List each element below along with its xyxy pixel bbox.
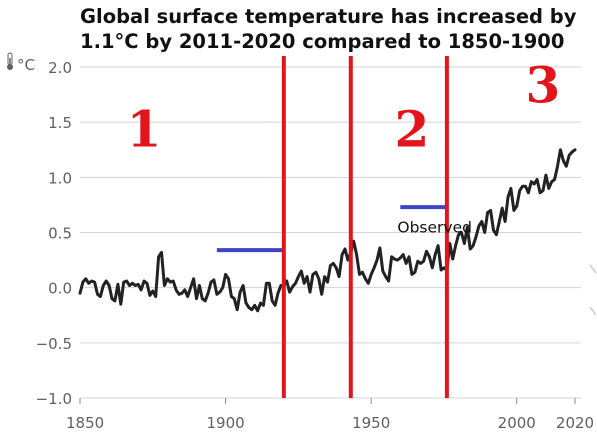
y-tick-label: −1.0 (36, 390, 72, 408)
y-tick-label: 1.5 (48, 114, 72, 132)
chart-title-line-2: 1.1°C by 2011-2020 compared to 1850-1900 (80, 30, 565, 53)
right-edge-decoration (589, 264, 597, 316)
region-label-1: 1 (127, 99, 162, 158)
grid-lines (80, 66, 581, 399)
series-observed (78, 148, 577, 313)
period-divider-lines (281, 56, 449, 398)
observed-label: Observed (397, 219, 472, 237)
thermometer-icon (7, 52, 13, 70)
chart-title: Global surface temperature has increased… (80, 4, 595, 54)
observed-temperature-line (78, 148, 577, 313)
y-tick-label: 1.0 (48, 169, 72, 187)
annotations: 1 2 3 Observed (127, 55, 561, 236)
x-tick-label: 1900 (206, 414, 244, 432)
axis-ticks: 2.0 1.5 1.0 0.5 0.0 −0.5 −1.0 1850 1900 1950 2000 2… (36, 59, 595, 432)
x-tick-label: 1850 (66, 414, 104, 432)
y-unit-label: °C (7, 52, 35, 74)
y-tick-label: 2.0 (48, 59, 72, 77)
y-tick-label: −0.5 (36, 335, 72, 353)
x-tick-label: 1950 (352, 414, 390, 432)
x-tick-label: 2000 (498, 414, 536, 432)
y-tick-label: 0.5 (48, 225, 72, 243)
chart-title-line-1: Global surface temperature has increased… (80, 5, 577, 28)
y-tick-label: 0.0 (48, 280, 72, 298)
x-tick-label: 2020 (556, 414, 594, 432)
region-label-3: 3 (526, 55, 561, 114)
region-label-2: 2 (394, 99, 429, 158)
y-unit-text: °C (17, 56, 35, 74)
reference-segments (216, 205, 447, 253)
